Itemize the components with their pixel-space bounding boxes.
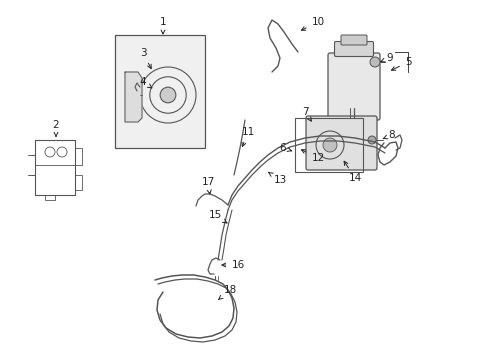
Text: 11: 11 xyxy=(241,127,254,147)
Text: 4: 4 xyxy=(140,77,152,88)
Circle shape xyxy=(160,87,176,103)
Text: 16: 16 xyxy=(222,260,244,270)
Text: 7: 7 xyxy=(301,107,311,121)
Text: 3: 3 xyxy=(140,48,151,68)
FancyBboxPatch shape xyxy=(305,116,376,170)
Text: 17: 17 xyxy=(201,177,214,194)
Text: 14: 14 xyxy=(344,161,361,183)
FancyBboxPatch shape xyxy=(334,41,373,57)
Text: 5: 5 xyxy=(391,57,410,70)
Text: 2: 2 xyxy=(53,120,59,136)
Text: 6: 6 xyxy=(279,143,291,153)
FancyBboxPatch shape xyxy=(327,53,379,120)
Text: 12: 12 xyxy=(301,150,324,163)
Circle shape xyxy=(323,138,336,152)
Text: 10: 10 xyxy=(301,17,324,30)
Text: 15: 15 xyxy=(208,210,226,223)
Text: 18: 18 xyxy=(218,285,236,300)
Polygon shape xyxy=(125,72,142,122)
Bar xyxy=(115,35,204,148)
FancyBboxPatch shape xyxy=(340,35,366,45)
Text: 1: 1 xyxy=(160,17,166,34)
Text: 8: 8 xyxy=(383,130,394,140)
Text: 13: 13 xyxy=(268,172,286,185)
Circle shape xyxy=(367,136,375,144)
Text: 9: 9 xyxy=(380,53,392,63)
Circle shape xyxy=(369,57,379,67)
Bar xyxy=(294,118,362,172)
